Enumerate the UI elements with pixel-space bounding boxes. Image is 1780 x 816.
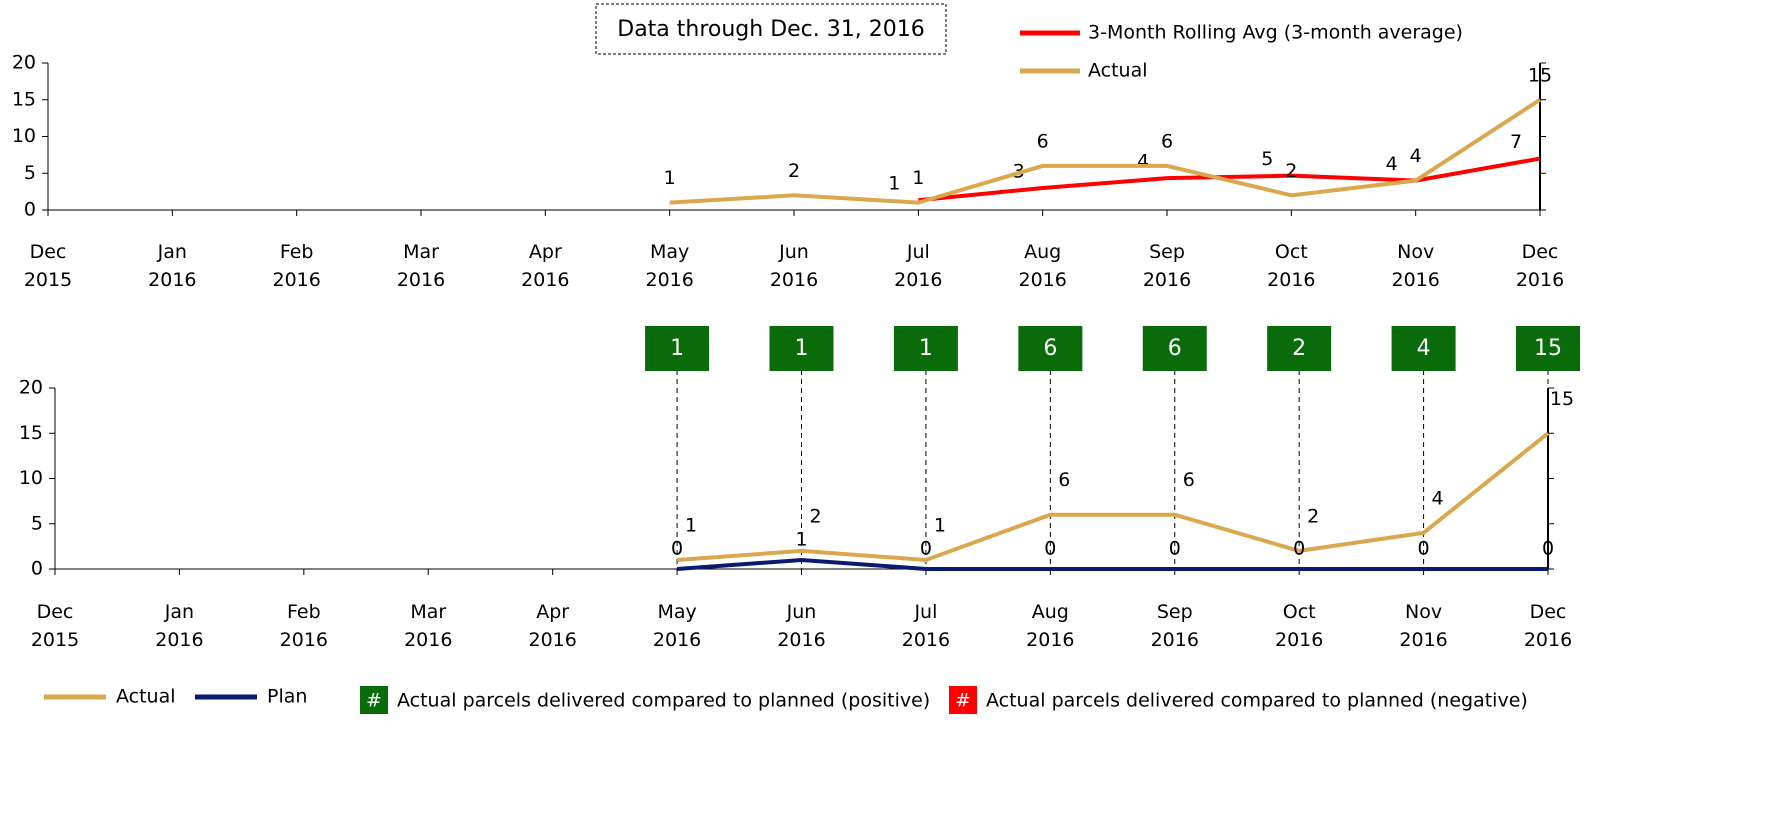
data-label: 0 (1293, 538, 1305, 560)
data-label: 6 (1058, 469, 1070, 491)
x-tick-label: Jan 2016 (148, 241, 196, 291)
difference-box (1391, 326, 1456, 371)
data-label: 0 (1418, 538, 1430, 560)
legend-label: 3-Month Rolling Avg (3-month average) (1088, 22, 1463, 44)
data-label: 1 (795, 528, 807, 550)
legend-label: Actual (116, 686, 176, 708)
x-tick-label: Mar 2016 (397, 241, 445, 291)
x-tick-label: Nov 2016 (1391, 241, 1439, 291)
data-label: 1 (664, 167, 676, 189)
x-tick-label: Dec 2015 (24, 241, 72, 291)
x-tick-label: Mar 2016 (404, 601, 452, 651)
data-label: 2 (788, 160, 800, 182)
y-tick-label: 5 (24, 162, 36, 184)
y-tick-label: 10 (19, 467, 43, 489)
x-tick-label: May 2016 (645, 241, 693, 291)
legend-symbol: # (366, 690, 382, 712)
y-tick-label: 10 (12, 125, 36, 147)
data-label: 4 (1386, 153, 1398, 175)
legend-label: Plan (267, 686, 307, 708)
difference-label: 4 (1417, 336, 1431, 361)
x-tick-label: Apr 2016 (521, 241, 569, 291)
legend-label: Actual parcels delivered compared to pla… (986, 690, 1528, 712)
data-label: 4 (1410, 145, 1422, 167)
difference-box (645, 326, 710, 371)
data-label: 6 (1037, 130, 1049, 152)
difference-box (893, 326, 958, 371)
data-label: 4 (1432, 487, 1444, 509)
legend-box (360, 686, 388, 714)
data-label: 1 (685, 514, 697, 536)
difference-box (1516, 326, 1580, 371)
difference-label: 6 (1043, 336, 1057, 361)
y-tick-label: 5 (31, 512, 43, 534)
legend-label: Actual parcels delivered compared to pla… (397, 690, 930, 712)
x-tick-label: Dec 2015 (31, 601, 79, 651)
x-tick-label: Dec 2016 (1524, 601, 1572, 651)
x-tick-label: Jun 2016 (770, 241, 818, 291)
data-label: 2 (1285, 160, 1297, 182)
difference-label: 1 (919, 336, 933, 361)
legend-box (949, 686, 977, 714)
legend-symbol: # (955, 690, 971, 712)
x-tick-label: Apr 2016 (528, 601, 576, 651)
data-label: 7 (1510, 131, 1522, 153)
x-tick-label: Oct 2016 (1267, 241, 1315, 291)
series-line (676, 431, 1550, 562)
x-tick-label: Nov 2016 (1399, 601, 1447, 651)
data-label: 0 (671, 538, 683, 560)
x-tick-label: Sep 2016 (1151, 601, 1199, 651)
x-tick-label: Aug 2016 (1026, 601, 1074, 651)
difference-box (1267, 326, 1332, 371)
y-tick-label: 20 (19, 377, 43, 399)
y-tick-label: 15 (19, 422, 43, 444)
x-tick-label: Aug 2016 (1018, 241, 1066, 291)
x-tick-label: Oct 2016 (1275, 601, 1323, 651)
difference-label: 1 (795, 336, 809, 361)
difference-box (769, 326, 834, 371)
x-tick-label: Dec 2016 (1516, 241, 1564, 291)
series-line (676, 557, 1548, 571)
data-label: 0 (1542, 538, 1554, 560)
y-tick-label: 20 (12, 52, 36, 74)
data-label: 2 (1307, 505, 1319, 527)
data-label: 1 (912, 167, 924, 189)
data-label: 2 (809, 505, 821, 527)
data-label: 5 (1261, 148, 1273, 170)
data-label: 1 (934, 514, 946, 536)
x-tick-label: Jul 2016 (894, 241, 942, 291)
x-tick-label: Sep 2016 (1143, 241, 1191, 291)
data-label: 1 (888, 173, 900, 195)
x-tick-label: Jan 2016 (155, 601, 203, 651)
y-tick-label: 15 (12, 88, 36, 110)
data-label: 4 (1137, 151, 1149, 173)
x-tick-label: Jun 2016 (777, 601, 825, 651)
y-tick-label: 0 (31, 558, 43, 580)
data-label: 0 (920, 538, 932, 560)
difference-box (1018, 326, 1083, 371)
y-tick-label: 0 (24, 199, 36, 221)
data-label: 6 (1183, 469, 1195, 491)
data-label: 0 (1169, 538, 1181, 560)
chart-title: Data through Dec. 31, 2016 (617, 17, 924, 42)
x-tick-label: May 2016 (653, 601, 701, 651)
data-label: 15 (1528, 64, 1552, 86)
difference-label: 2 (1292, 336, 1306, 361)
series-line (918, 156, 1541, 203)
x-tick-label: Feb 2016 (272, 241, 320, 291)
difference-label: 6 (1168, 336, 1182, 361)
title-box (595, 3, 947, 55)
difference-label: 15 (1534, 336, 1562, 361)
x-tick-label: Feb 2016 (280, 601, 328, 651)
series-line (669, 98, 1542, 205)
x-tick-label: Jul 2016 (902, 601, 950, 651)
legend-label: Actual (1088, 60, 1148, 82)
data-label: 6 (1161, 130, 1173, 152)
difference-label: 1 (670, 336, 684, 361)
data-label: 15 (1550, 388, 1574, 410)
difference-box (1142, 326, 1207, 371)
data-label: 0 (1044, 538, 1056, 560)
